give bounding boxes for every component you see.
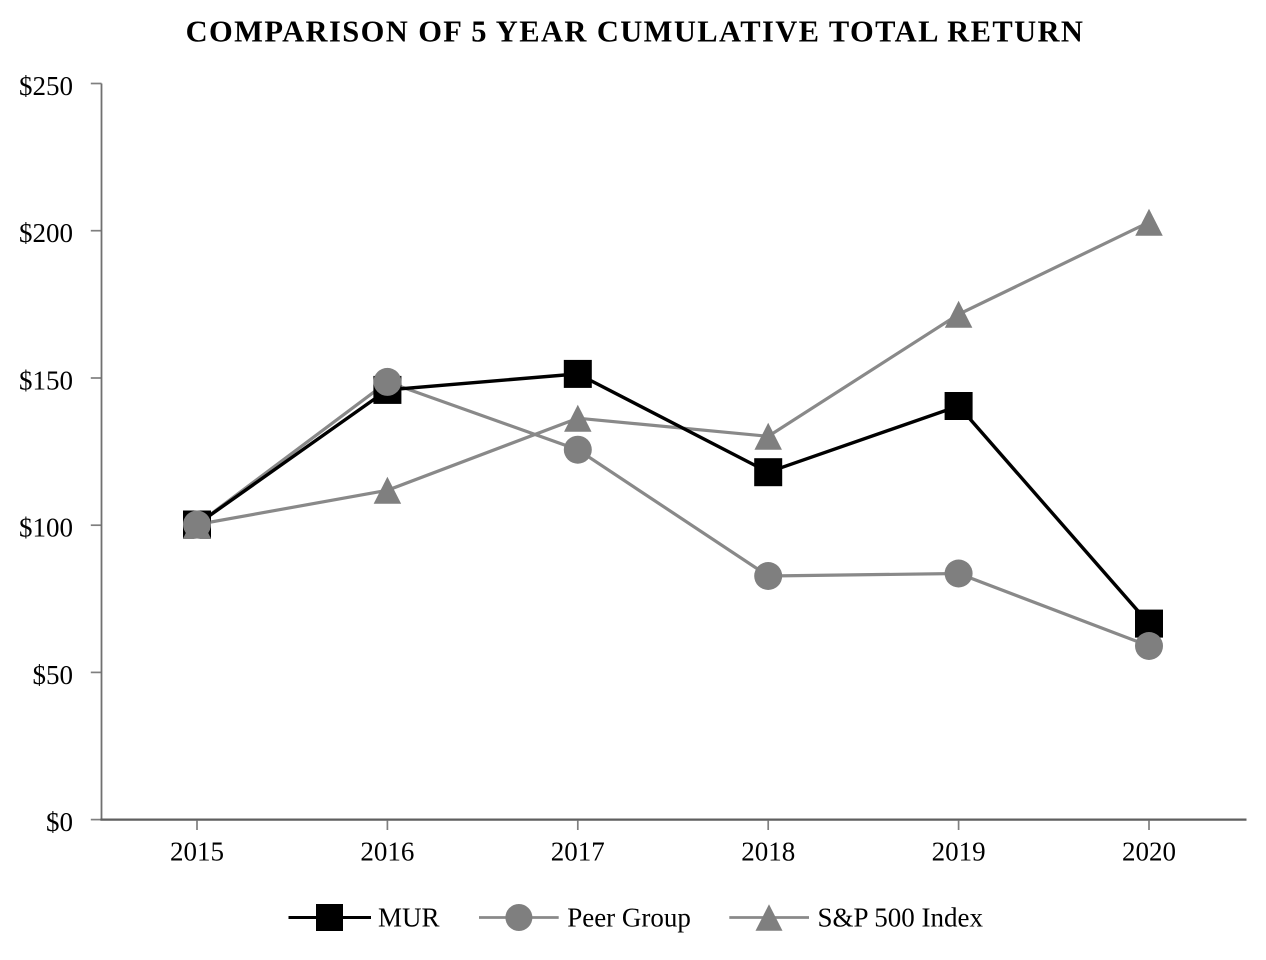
- svg-text:Peer Group: Peer Group: [567, 902, 691, 932]
- svg-text:$100: $100: [19, 513, 73, 543]
- svg-text:$200: $200: [19, 218, 73, 248]
- svg-text:2018: 2018: [741, 837, 795, 867]
- svg-text:$50: $50: [33, 660, 74, 690]
- svg-text:2020: 2020: [1122, 837, 1176, 867]
- svg-text:MUR: MUR: [378, 902, 440, 932]
- svg-text:COMPARISON OF 5 YEAR CUMULATIV: COMPARISON OF 5 YEAR CUMULATIVE TOTAL RE…: [186, 15, 1085, 49]
- svg-text:2016: 2016: [360, 837, 414, 867]
- svg-text:$0: $0: [46, 807, 73, 837]
- svg-text:S&P 500 Index: S&P 500 Index: [818, 902, 984, 932]
- svg-text:$250: $250: [19, 71, 73, 101]
- svg-text:$150: $150: [19, 366, 73, 396]
- svg-text:2015: 2015: [170, 837, 224, 867]
- svg-text:2017: 2017: [551, 837, 605, 867]
- svg-text:2019: 2019: [932, 837, 986, 867]
